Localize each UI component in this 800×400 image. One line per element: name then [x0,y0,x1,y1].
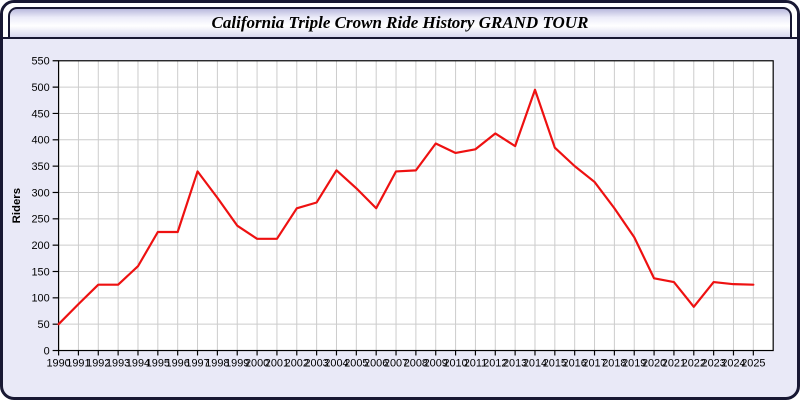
ride-history-line-chart: 0501001502002503003504004505005501990199… [11,56,774,369]
x-tick-label: 2013 [503,357,527,369]
x-tick-label: 2015 [543,357,567,369]
y-tick-label: 250 [31,214,49,226]
x-tick-label: 2006 [364,357,388,369]
x-tick-label: 2021 [662,357,686,369]
x-tick-label: 2016 [563,357,587,369]
x-tick-label: 2022 [682,357,706,369]
y-tick-label: 550 [31,56,49,68]
x-tick-label: 2023 [702,357,726,369]
x-tick-label: 2010 [443,357,467,369]
y-tick-label: 200 [31,240,49,252]
x-tick-label: 2012 [483,357,507,369]
y-axis: 0 50 100 150 200 250 300 350 400 450 500 550 [31,56,59,357]
y-tick-label: 50 [38,319,50,331]
x-tick-label: 2017 [582,357,606,369]
y-tick-label: 100 [31,293,49,305]
y-tick-label: 350 [31,161,49,173]
x-tick-label: 2025 [741,357,765,369]
x-tick-label: 1994 [126,357,150,369]
x-tick-label: 1992 [86,357,110,369]
y-tick-label: 450 [31,108,49,120]
x-axis: 1990199119921993199419951996199719981999… [46,350,765,369]
x-tick-label: 2001 [265,357,289,369]
x-tick-label: 2024 [721,357,745,369]
x-tick-label: 2002 [285,357,309,369]
x-tick-label: 1999 [225,357,249,369]
x-tick-label: 1995 [146,357,170,369]
x-tick-label: 2005 [344,357,368,369]
x-tick-label: 1997 [185,357,209,369]
x-tick-label: 2000 [245,357,269,369]
y-tick-label: 0 [44,345,50,357]
y-tick-label: 500 [31,82,49,94]
x-tick-label: 2008 [404,357,428,369]
x-tick-label: 1991 [66,357,90,369]
y-axis-title: Riders [11,188,23,223]
y-tick-label: 400 [31,135,49,147]
x-tick-label: 2011 [464,357,487,369]
x-tick-label: 2003 [305,357,329,369]
x-tick-label: 1998 [205,357,229,369]
riders-series-line [57,88,755,326]
x-tick-label: 2020 [642,357,666,369]
x-tick-label: 2014 [523,357,547,369]
x-tick-label: 2019 [622,357,646,369]
gridlines [58,60,774,351]
x-tick-label: 2009 [424,357,448,369]
x-tick-label: 2004 [324,357,348,369]
x-tick-label: 1996 [166,357,190,369]
y-tick-label: 300 [31,187,49,199]
window-header: California Triple Crown Ride History GRA… [3,3,797,39]
page-title: California Triple Crown Ride History GRA… [211,13,589,32]
title-bar: California Triple Crown Ride History GRA… [8,7,792,37]
x-tick-label: 2007 [384,357,408,369]
y-tick-label: 150 [31,266,49,278]
x-tick-label: 1990 [46,357,70,369]
x-tick-label: 2018 [602,357,626,369]
chart-container: 0 50 100 150 200 250 300 350 400 450 500 550 1990 199… [3,41,797,397]
x-tick-label: 1993 [106,357,130,369]
